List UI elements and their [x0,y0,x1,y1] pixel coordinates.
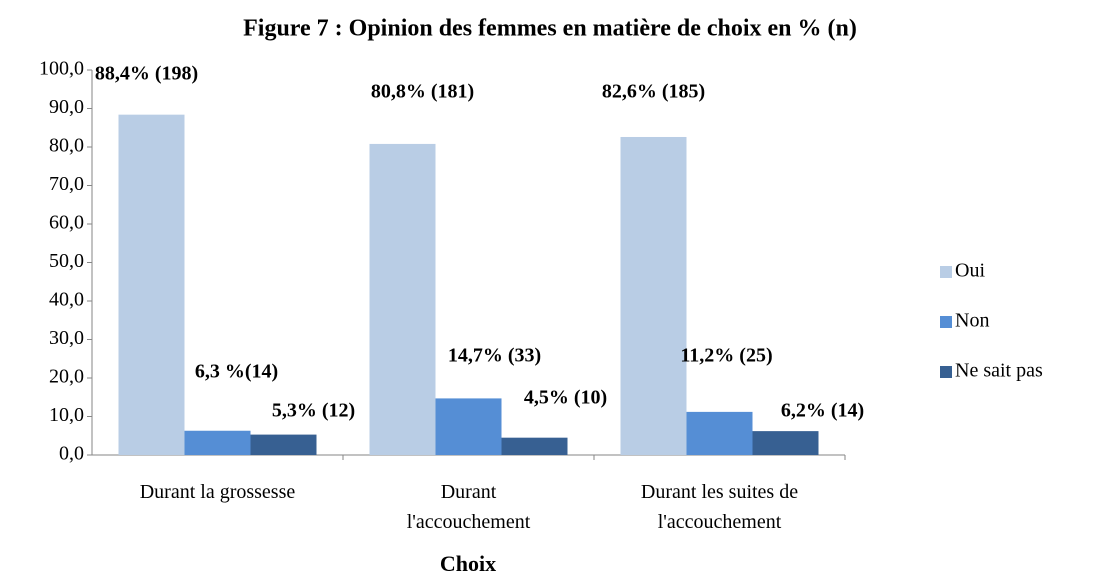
y-tick-label: 100,0 [39,58,84,80]
data-label: 88,4% (198) [95,63,198,85]
bar [184,430,251,455]
y-tick-label: 50,0 [49,250,84,272]
bar [686,411,753,455]
legend-label: Oui [955,260,985,282]
bar [118,114,185,455]
data-label: 5,3% (12) [272,400,355,422]
x-axis-label: Choix [440,551,496,576]
x-tick-label: Durant la grossesse [140,481,296,503]
data-label: 14,7% (33) [448,345,541,367]
y-tick-label: 20,0 [49,366,84,388]
bar [369,143,436,456]
data-label: 82,6% (185) [602,81,705,103]
chart-title: Figure 7 : Opinion des femmes en matière… [243,16,857,42]
legend-swatch [940,366,952,378]
data-label: 11,2% (25) [680,345,772,367]
y-tick-label: 90,0 [49,96,84,118]
y-tick-label: 40,0 [49,289,84,311]
y-tick-label: 70,0 [49,173,84,195]
bar [435,398,502,455]
bar [752,431,819,455]
y-tick-label: 0,0 [59,443,84,465]
bar [250,434,317,455]
y-tick-label: 60,0 [49,212,84,234]
x-tick-label: Durant l'accouchement [407,481,531,533]
data-label: 4,5% (10) [524,387,607,409]
data-label: 80,8% (181) [371,81,474,103]
y-tick-label: 80,0 [49,135,84,157]
y-tick-label: 10,0 [49,404,84,426]
legend-swatch [940,316,952,328]
legend-label: Ne sait pas [955,360,1043,382]
data-label: 6,2% (14) [781,400,864,422]
bar [620,136,687,456]
y-tick-label: 30,0 [49,327,84,349]
bar [501,437,568,455]
x-tick-label: Durant les suites de l'accouchement [641,481,798,533]
legend-label: Non [955,310,989,332]
legend-swatch [940,266,952,278]
data-label: 6,3 %(14) [195,361,278,383]
